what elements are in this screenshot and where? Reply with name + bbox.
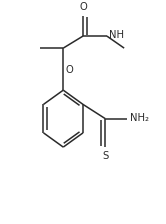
Text: NH: NH bbox=[109, 30, 124, 40]
Text: O: O bbox=[79, 2, 87, 12]
Text: S: S bbox=[102, 151, 108, 162]
Text: NH₂: NH₂ bbox=[130, 112, 149, 123]
Text: O: O bbox=[66, 65, 74, 75]
